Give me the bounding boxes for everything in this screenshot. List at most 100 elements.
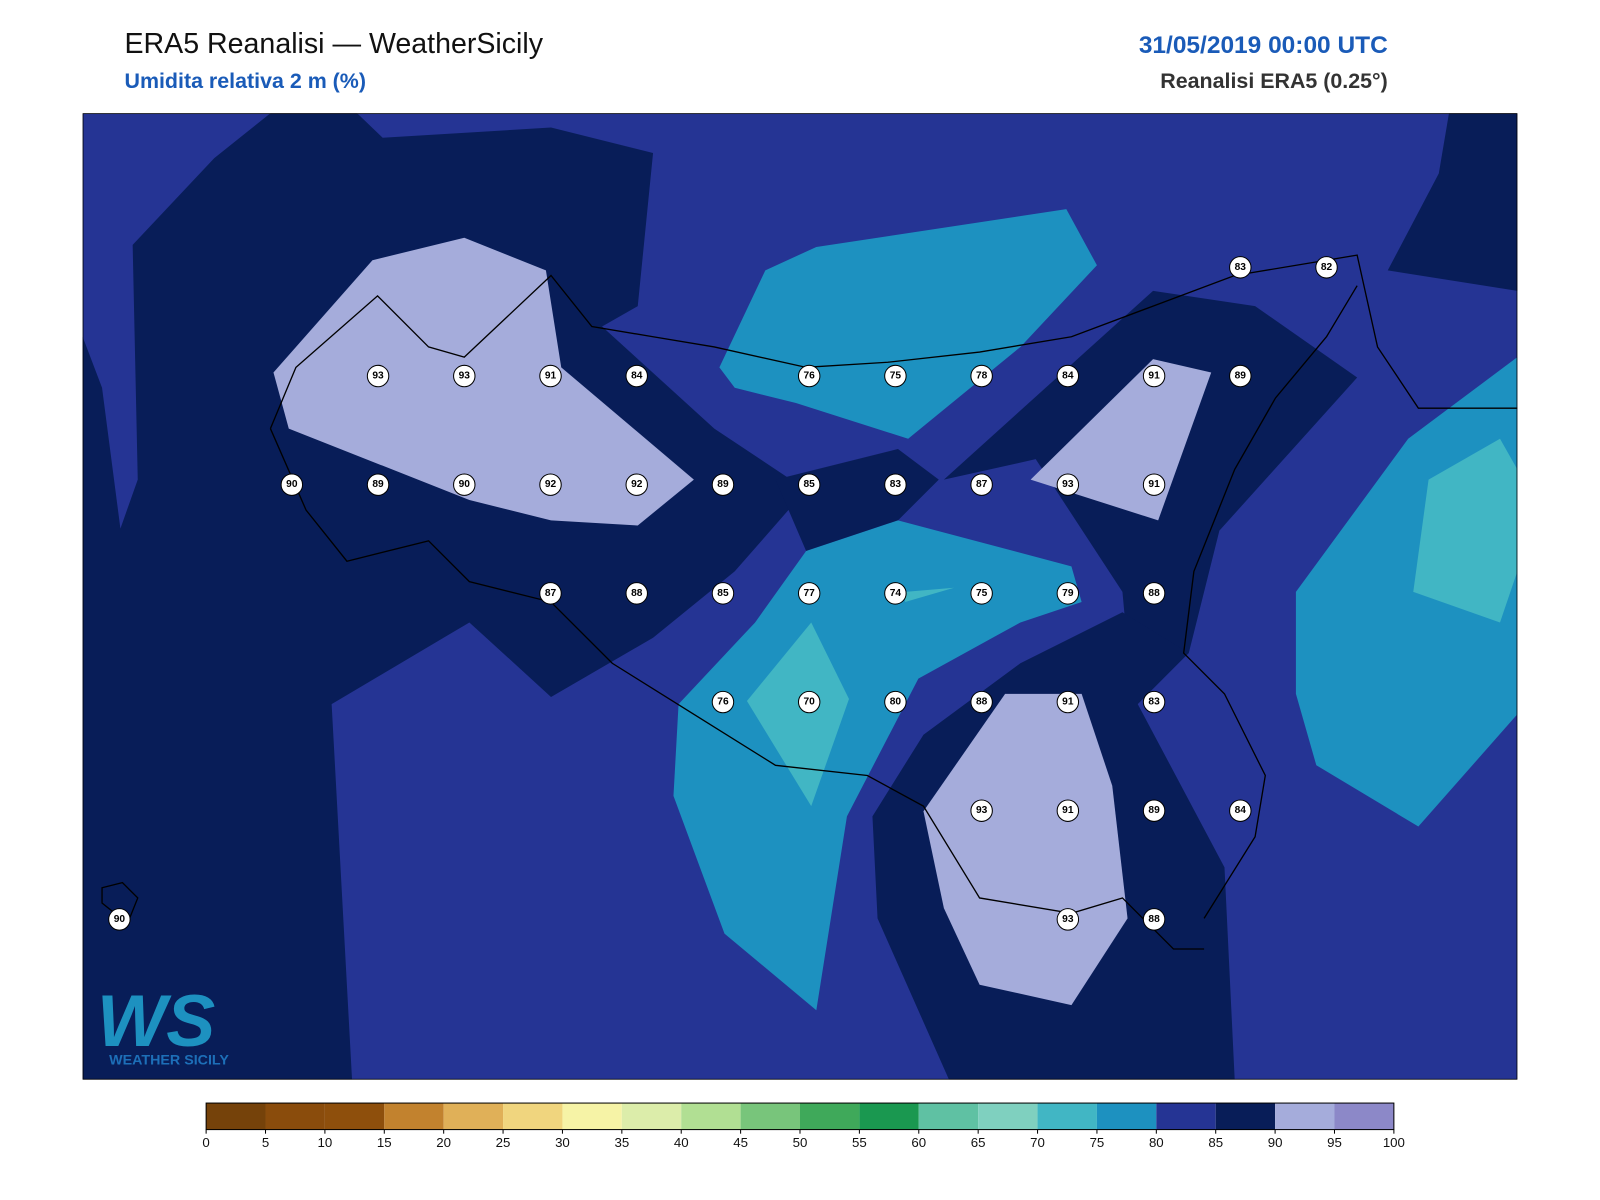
station-value: 84	[1062, 371, 1074, 382]
station-value: 92	[545, 479, 557, 490]
station-value: 78	[976, 371, 988, 382]
station-value: 75	[890, 371, 902, 382]
station-value: 83	[1235, 262, 1247, 273]
colorbar-tick-label: 65	[971, 1135, 986, 1150]
station-marker	[1315, 256, 1338, 279]
station-value: 89	[717, 479, 729, 490]
colorbar-segment	[443, 1103, 504, 1130]
colorbar-segment	[265, 1103, 325, 1130]
station-value: 91	[545, 371, 557, 382]
station-value: 84	[631, 371, 643, 382]
station-marker	[970, 364, 993, 388]
station-marker	[797, 364, 821, 388]
colorbar-tick-label: 30	[555, 1135, 570, 1150]
colorbar-segment	[859, 1103, 919, 1130]
colorbar-tick-label: 55	[852, 1135, 867, 1150]
colorbar-tick-label: 50	[793, 1135, 808, 1150]
colorbar-tick-label: 45	[733, 1135, 748, 1150]
colorbar-segment	[324, 1103, 385, 1130]
station-marker	[625, 364, 648, 388]
station-marker	[1229, 799, 1252, 822]
station-value: 77	[804, 588, 816, 599]
station-marker	[1056, 690, 1080, 714]
station-value: 80	[890, 697, 902, 708]
station-marker	[1056, 364, 1080, 388]
station-marker	[1142, 364, 1166, 388]
station-marker	[1142, 908, 1166, 931]
colorbar: 0 5 10 15 20 25 30 35 40 45 50 55 60 65 70 75 80 85 90 95 10…	[202, 1102, 1405, 1150]
colorbar-tick-label: 25	[496, 1135, 511, 1150]
station-marker	[453, 473, 476, 496]
station-value: 93	[459, 371, 471, 382]
station-value: 93	[976, 805, 988, 816]
station-value: 90	[286, 479, 298, 490]
colorbar-tick-label: 0	[202, 1135, 209, 1150]
colorbar-tick-label: 70	[1030, 1135, 1045, 1150]
station-value: 93	[372, 371, 384, 382]
station-marker	[797, 582, 821, 605]
colorbar-tick-label: 100	[1383, 1135, 1405, 1150]
station-marker	[1056, 473, 1080, 496]
field-70-75	[746, 438, 1518, 807]
station-value: 76	[804, 371, 816, 382]
colorbar-tick-label: 10	[318, 1135, 333, 1150]
station-value: 75	[976, 588, 988, 599]
colorbar-segment	[918, 1103, 979, 1130]
colorbar-segment	[503, 1103, 563, 1130]
colorbar-tick-label: 80	[1149, 1135, 1164, 1150]
colorbar-segment	[681, 1103, 741, 1130]
colorbar-tick-label: 40	[674, 1135, 689, 1150]
logo-caption: WEATHER SICILY	[109, 1052, 229, 1068]
station-marker	[539, 473, 562, 496]
datetime: 31/05/2019 00:00 UTC	[1139, 32, 1388, 59]
station-marker	[1056, 799, 1080, 822]
colorbar-segment	[384, 1103, 444, 1130]
station-marker	[1142, 582, 1166, 605]
station-value: 85	[804, 479, 816, 490]
station-value: 91	[1062, 805, 1074, 816]
station-marker	[884, 364, 907, 388]
colorbar-segment	[1334, 1103, 1394, 1130]
colorbar-segment	[1156, 1103, 1216, 1130]
station-value: 88	[1148, 914, 1160, 925]
station-marker	[366, 473, 390, 496]
colorbar-tick-label: 90	[1268, 1135, 1283, 1150]
colorbar-segment	[1037, 1103, 1097, 1130]
station-marker	[539, 364, 562, 388]
station-marker	[1056, 908, 1080, 931]
map: 83 82 93 93 91 84 76 75 78 84 91 89 90 89 90 92 92 89 85 83…	[82, 113, 1518, 1080]
station-marker	[1142, 799, 1166, 822]
colorbar-segment	[1096, 1103, 1157, 1130]
station-marker	[711, 582, 735, 605]
station-value: 85	[717, 588, 729, 599]
station-marker	[1142, 473, 1166, 496]
station-marker	[539, 582, 562, 605]
station-value: 93	[1062, 914, 1074, 925]
station-marker	[970, 582, 993, 605]
station-marker	[280, 473, 304, 496]
station-marker	[884, 582, 907, 605]
colorbar-tick-label: 15	[377, 1135, 392, 1150]
logo-letters: WS	[97, 979, 215, 1062]
station-marker	[970, 690, 993, 714]
station-value: 87	[545, 588, 557, 599]
station-value: 88	[1148, 588, 1160, 599]
station-value: 70	[804, 697, 816, 708]
station-marker	[108, 908, 131, 931]
station-value: 89	[1235, 371, 1247, 382]
station-value: 91	[1148, 371, 1160, 382]
station-value: 84	[1235, 805, 1247, 816]
colorbar-segment	[800, 1103, 860, 1130]
colorbar-segment	[978, 1103, 1038, 1130]
colorbar-tick-label: 95	[1327, 1135, 1342, 1150]
station-marker	[970, 473, 993, 496]
colorbar-tick-label: 60	[911, 1135, 926, 1150]
station-marker	[366, 364, 390, 388]
station-marker	[625, 582, 648, 605]
station-value: 89	[372, 479, 384, 490]
station-marker	[1229, 256, 1252, 279]
station-value: 88	[976, 697, 988, 708]
station-marker	[797, 473, 821, 496]
colorbar-tick-label: 85	[1208, 1135, 1223, 1150]
colorbar-tick-label: 5	[262, 1135, 269, 1150]
